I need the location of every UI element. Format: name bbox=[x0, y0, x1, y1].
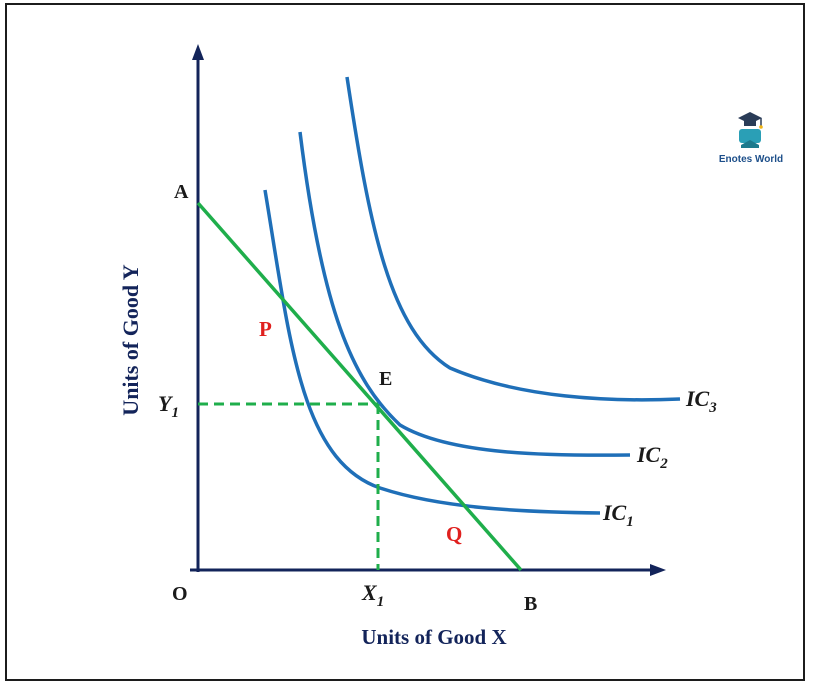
indifference-curve-ic3 bbox=[345, 76, 681, 402]
indifference-curve-ic1 bbox=[263, 189, 601, 515]
point-a-label: A bbox=[174, 181, 189, 203]
point-e-label: E bbox=[379, 368, 392, 390]
point-p-label: P bbox=[259, 317, 272, 341]
figure-frame bbox=[5, 3, 805, 681]
point-o-label: O bbox=[172, 583, 188, 605]
x-axis-arrowhead bbox=[650, 564, 666, 576]
y-axis-title: Units of Good Y bbox=[118, 264, 143, 415]
point-q-label: Q bbox=[446, 522, 462, 546]
logo-text: Enotes World bbox=[719, 154, 783, 165]
point-b-label: B bbox=[524, 593, 537, 615]
enotes-world-logo: Enotes World bbox=[719, 112, 783, 165]
budget-line bbox=[196, 201, 523, 572]
x1-label: X1 bbox=[361, 580, 384, 610]
ic2-label: IC2 bbox=[636, 442, 668, 472]
ic1-label: IC1 bbox=[602, 500, 634, 530]
indifference-curve-ic2 bbox=[298, 131, 631, 457]
y-axis-arrowhead bbox=[192, 44, 204, 60]
book-graduation-cap-icon bbox=[738, 112, 763, 148]
ic3-label: IC3 bbox=[685, 386, 717, 416]
x-axis-title: Units of Good X bbox=[361, 625, 506, 649]
y1-label: Y1 bbox=[158, 391, 179, 421]
